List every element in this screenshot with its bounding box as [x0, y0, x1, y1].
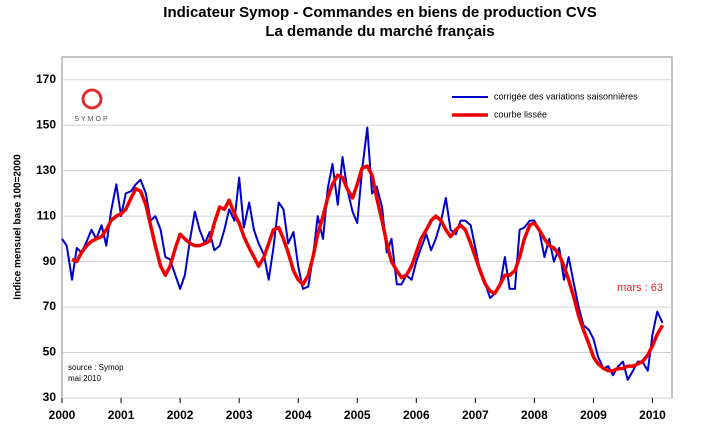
annotation: SYMOP: [74, 116, 109, 123]
series-line: [71, 164, 665, 373]
chart-title: Indicateur Symop - Commandes en biens de…: [163, 4, 596, 21]
y-tick-label: 50: [43, 345, 57, 359]
x-tick-label: 2008: [521, 408, 548, 422]
y-axis-label: Indice mensuel base 100=2000: [13, 154, 24, 300]
annotation: source : Symop: [68, 363, 124, 372]
x-tick-label: 2010: [639, 408, 666, 422]
y-tick-label: 170: [36, 72, 56, 86]
y-tick-label: 30: [43, 390, 57, 404]
y-tick-label: 90: [43, 254, 57, 268]
annotation: mars : 63: [617, 282, 663, 294]
x-tick-label: 2005: [344, 408, 371, 422]
legend-label: courbe lissée: [494, 109, 547, 119]
y-tick-label: 150: [36, 117, 56, 131]
y-tick-label: 70: [43, 299, 57, 313]
logo-icon: [81, 88, 103, 110]
legend-label: corrigée des variations saisonnières: [494, 91, 638, 101]
x-tick-label: 2002: [167, 408, 194, 422]
x-tick-label: 2004: [285, 408, 312, 422]
legend-box: [440, 85, 655, 131]
x-tick-label: 2001: [108, 408, 135, 422]
y-tick-label: 130: [36, 163, 56, 177]
x-tick-label: 2000: [49, 408, 76, 422]
y-tick-label: 110: [37, 208, 57, 222]
x-tick-label: 2006: [403, 408, 430, 422]
x-tick-label: 2007: [462, 408, 489, 422]
chart-subtitle: La demande du marché français: [265, 23, 494, 40]
annotation: mai 2010: [68, 374, 101, 383]
x-tick-label: 2003: [226, 408, 253, 422]
x-tick-label: 2009: [580, 408, 607, 422]
series-line: [61, 126, 664, 381]
